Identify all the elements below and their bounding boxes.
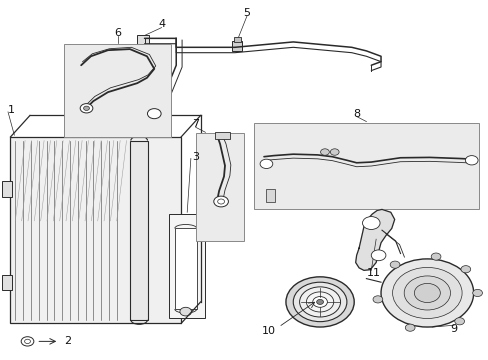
Circle shape xyxy=(465,156,477,165)
Bar xyxy=(10,137,181,323)
Bar xyxy=(168,214,205,318)
Circle shape xyxy=(454,318,464,325)
Circle shape xyxy=(404,276,449,310)
Circle shape xyxy=(330,149,338,155)
Text: 1: 1 xyxy=(8,105,15,115)
Bar xyxy=(266,189,275,202)
Bar xyxy=(137,36,149,45)
Circle shape xyxy=(83,106,89,111)
Circle shape xyxy=(320,149,329,155)
Bar xyxy=(1,275,12,290)
Circle shape xyxy=(316,300,323,305)
Circle shape xyxy=(293,282,346,321)
Text: 10: 10 xyxy=(262,325,275,336)
Text: 6: 6 xyxy=(114,28,121,38)
Circle shape xyxy=(372,296,382,303)
Circle shape xyxy=(405,324,414,331)
Bar xyxy=(215,132,229,139)
Circle shape xyxy=(362,217,379,229)
Bar xyxy=(232,41,242,51)
Circle shape xyxy=(392,267,461,319)
Circle shape xyxy=(380,259,473,327)
Circle shape xyxy=(472,289,482,297)
Bar xyxy=(254,123,478,209)
Circle shape xyxy=(24,339,30,343)
Text: 2: 2 xyxy=(64,336,71,346)
Text: 4: 4 xyxy=(158,19,165,29)
Text: 5: 5 xyxy=(243,8,250,18)
Circle shape xyxy=(147,109,161,119)
Circle shape xyxy=(306,292,333,312)
Bar xyxy=(174,228,196,309)
Circle shape xyxy=(299,287,340,317)
Circle shape xyxy=(180,307,191,316)
Bar xyxy=(130,140,148,320)
Circle shape xyxy=(312,297,327,307)
Text: 11: 11 xyxy=(366,268,380,278)
Bar xyxy=(64,44,171,137)
Text: 3: 3 xyxy=(191,152,199,162)
Text: 7: 7 xyxy=(192,120,199,129)
Circle shape xyxy=(80,104,93,113)
Circle shape xyxy=(370,250,385,261)
Circle shape xyxy=(21,337,34,346)
Circle shape xyxy=(285,277,353,327)
Text: 8: 8 xyxy=(352,109,360,119)
Bar xyxy=(195,134,244,241)
Circle shape xyxy=(213,196,228,207)
Circle shape xyxy=(217,199,224,204)
Circle shape xyxy=(430,253,440,260)
Bar xyxy=(233,37,240,42)
Circle shape xyxy=(260,159,272,168)
Bar xyxy=(1,181,12,197)
Circle shape xyxy=(389,261,399,268)
Circle shape xyxy=(460,266,470,273)
Circle shape xyxy=(413,283,439,302)
Text: 9: 9 xyxy=(449,324,457,334)
Polygon shape xyxy=(355,210,394,270)
